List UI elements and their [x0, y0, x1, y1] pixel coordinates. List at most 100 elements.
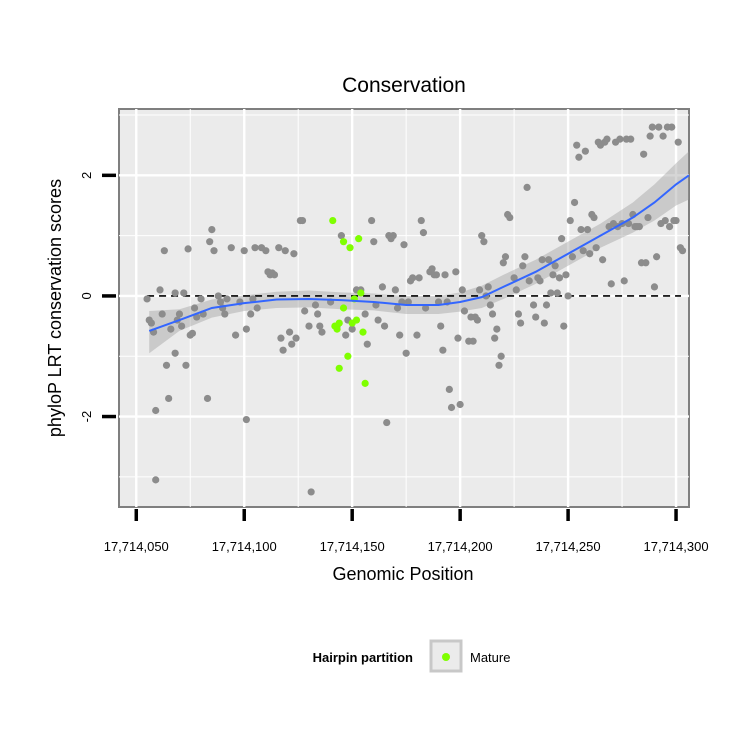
gray-data-point: [536, 277, 544, 285]
mature-data-point: [329, 216, 337, 225]
gray-data-point: [305, 322, 313, 330]
gray-data-point: [348, 325, 356, 333]
gray-data-point: [568, 253, 577, 261]
gray-data-point: [570, 198, 579, 207]
y-tick-label: 2: [79, 172, 94, 179]
confidence-band: [149, 151, 689, 354]
gray-data-point: [318, 328, 326, 336]
gray-data-point: [497, 352, 505, 360]
gray-data-point: [659, 132, 667, 140]
gray-data-point: [301, 307, 309, 315]
gray-data-point: [439, 346, 447, 354]
gray-data-point: [417, 216, 425, 225]
gray-data-point: [368, 216, 376, 225]
gray-data-point: [383, 418, 391, 427]
gray-data-point: [316, 322, 324, 330]
mature-data-point: [359, 328, 367, 336]
gray-data-point: [495, 361, 503, 369]
gray-data-point: [532, 313, 540, 321]
mature-data-point: [335, 319, 343, 327]
gray-data-point: [521, 253, 529, 261]
gray-data-point: [167, 325, 175, 333]
smooth-trend-line: [148, 174, 690, 332]
gray-data-point: [396, 331, 404, 339]
mature-data-point: [339, 238, 348, 246]
mature-data-point: [339, 304, 348, 312]
gray-data-point: [488, 310, 497, 318]
gray-data-point: [437, 322, 445, 330]
grid-lines: [119, 109, 689, 507]
legend-key-mature: [442, 653, 450, 661]
gray-data-point: [558, 235, 566, 243]
gray-data-point: [158, 310, 166, 318]
gray-data-point: [542, 301, 551, 309]
gray-data-point: [456, 400, 464, 409]
gray-data-point: [270, 271, 279, 279]
y-axis: -2 0 2: [79, 172, 116, 423]
mature-data-point: [361, 379, 369, 387]
gray-data-point: [469, 337, 477, 345]
gray-data-point: [262, 247, 270, 255]
gray-data-point: [452, 268, 460, 276]
mature-data-point: [333, 325, 341, 333]
gray-data-point: [251, 244, 259, 252]
gray-data-point: [510, 274, 518, 282]
gray-data-point: [393, 304, 402, 312]
gray-data-point: [566, 216, 574, 225]
gray-data-point: [391, 286, 399, 294]
gray-data-point: [575, 153, 583, 161]
gray-data-point: [458, 286, 466, 294]
gray-data-point: [480, 238, 488, 246]
x-tick-label: 17,714,300: [644, 539, 709, 554]
gray-data-point: [162, 361, 171, 369]
x-tick-label: 17,714,250: [536, 539, 601, 554]
x-axis-title: Genomic Position: [332, 564, 473, 584]
gray-data-point: [378, 283, 387, 291]
gray-data-point: [160, 247, 168, 255]
gray-data-point: [538, 256, 546, 264]
gray-data-point: [573, 141, 581, 149]
gray-data-point: [525, 277, 533, 285]
y-tick-label: -2: [79, 411, 94, 423]
gray-data-point: [499, 259, 507, 267]
mature-data-point: [357, 289, 365, 297]
x-tick-label: 17,714,150: [320, 539, 385, 554]
gray-data-point: [562, 271, 570, 279]
chart-title: Conservation: [342, 74, 466, 97]
legend: Hairpin partition Mature: [313, 639, 510, 673]
gray-data-point: [147, 319, 155, 327]
gray-data-point: [182, 361, 190, 369]
gray-data-point: [415, 274, 423, 282]
gray-data-point: [275, 244, 283, 252]
gray-data-point: [290, 250, 298, 258]
gray-data-point: [549, 271, 557, 279]
mature-data-point: [346, 244, 354, 252]
gray-data-point: [206, 238, 214, 246]
gray-data-point: [583, 226, 592, 234]
gray-data-point: [242, 325, 250, 333]
gray-data-point: [592, 244, 600, 252]
gray-data-point: [540, 319, 548, 327]
gray-data-point: [653, 253, 661, 261]
gray-data-point: [307, 488, 315, 496]
gray-data-point: [419, 229, 428, 237]
gray-data-point: [277, 334, 285, 342]
y-axis-title: phyloP LRT conservation scores: [45, 179, 65, 437]
gray-data-point: [175, 310, 184, 318]
gray-data-point: [361, 310, 369, 318]
gray-data-point: [493, 325, 501, 333]
gray-data-point: [478, 232, 486, 240]
gray-data-point: [668, 123, 676, 131]
gray-data-point: [646, 132, 654, 140]
gray-data-point: [516, 319, 525, 327]
gray-data-point: [529, 301, 538, 309]
gray-data-point: [203, 394, 212, 403]
gray-data-point: [298, 216, 307, 225]
gray-data-point: [607, 280, 615, 288]
gray-data-point: [404, 298, 412, 306]
gray-data-point: [579, 247, 587, 255]
gray-data-point: [620, 277, 628, 285]
gray-data-point: [380, 322, 389, 330]
gray-data-point: [547, 289, 555, 297]
